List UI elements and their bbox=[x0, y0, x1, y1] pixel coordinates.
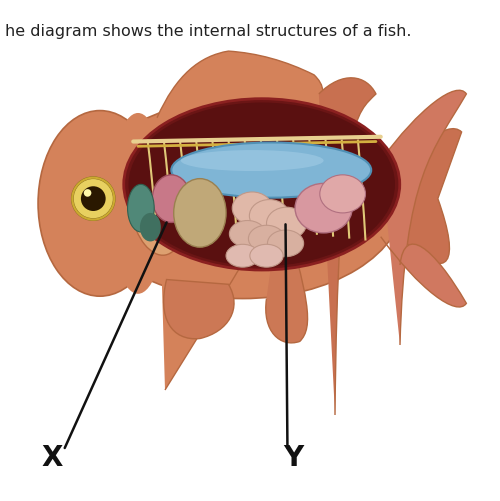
Text: he diagram shows the internal structures of a fish.: he diagram shows the internal structures… bbox=[5, 25, 412, 40]
Ellipse shape bbox=[128, 184, 154, 232]
Circle shape bbox=[84, 189, 92, 197]
Ellipse shape bbox=[152, 175, 190, 222]
Ellipse shape bbox=[124, 99, 400, 270]
Circle shape bbox=[81, 186, 106, 211]
PathPatch shape bbox=[266, 299, 307, 343]
PathPatch shape bbox=[380, 90, 466, 165]
PathPatch shape bbox=[319, 78, 376, 110]
Ellipse shape bbox=[232, 192, 272, 224]
Ellipse shape bbox=[140, 213, 161, 241]
Ellipse shape bbox=[81, 99, 404, 299]
Ellipse shape bbox=[250, 244, 283, 267]
Ellipse shape bbox=[230, 220, 266, 247]
Ellipse shape bbox=[268, 230, 304, 257]
Ellipse shape bbox=[320, 175, 366, 213]
PathPatch shape bbox=[371, 129, 462, 264]
PathPatch shape bbox=[164, 280, 234, 339]
Ellipse shape bbox=[181, 150, 324, 171]
Circle shape bbox=[72, 178, 114, 219]
Ellipse shape bbox=[295, 183, 352, 233]
Ellipse shape bbox=[266, 207, 306, 239]
Text: X: X bbox=[42, 444, 63, 472]
PathPatch shape bbox=[380, 233, 466, 307]
Ellipse shape bbox=[175, 189, 206, 227]
Ellipse shape bbox=[128, 103, 395, 266]
Ellipse shape bbox=[226, 244, 260, 267]
Ellipse shape bbox=[130, 161, 184, 255]
Ellipse shape bbox=[38, 111, 162, 296]
Ellipse shape bbox=[110, 113, 166, 294]
PathPatch shape bbox=[157, 51, 323, 118]
Ellipse shape bbox=[248, 225, 284, 252]
Ellipse shape bbox=[250, 199, 290, 232]
Ellipse shape bbox=[174, 179, 226, 247]
Ellipse shape bbox=[172, 142, 371, 198]
Text: Y: Y bbox=[283, 444, 304, 472]
